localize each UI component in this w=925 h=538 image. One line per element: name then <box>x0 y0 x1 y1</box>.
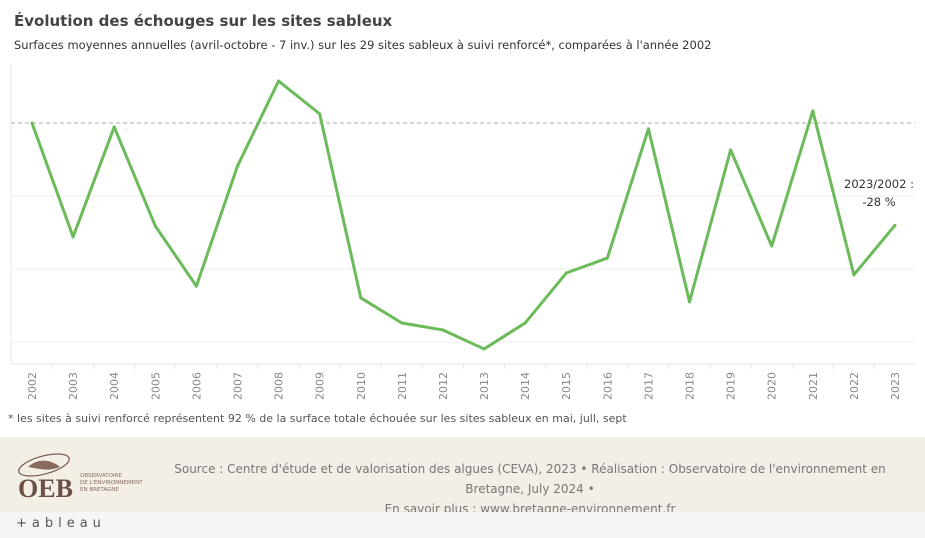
x-tick-label: 2007 <box>231 372 244 400</box>
x-tick-label: 2020 <box>766 372 779 400</box>
oeb-logo-icon: OEB OBSERVATOIRE DE L'ENVIRONNEMENT EN B… <box>18 453 143 503</box>
data-point <box>605 256 609 260</box>
data-point <box>523 321 527 325</box>
x-tick-label: 2017 <box>642 372 655 400</box>
x-tick-label: 2008 <box>273 372 286 400</box>
source-text: Source : Centre d'étude et de valorisati… <box>160 459 900 519</box>
x-tick-label: 2016 <box>601 372 614 400</box>
data-point <box>112 125 116 129</box>
data-point <box>400 321 404 325</box>
line-chart: 2002 2003 2004 2005 2006 2007 2008 2009 2010 2011… <box>10 64 915 400</box>
source-line-2: Bretagne, July 2024 • <box>465 482 595 496</box>
x-tick-label: 2006 <box>190 372 203 400</box>
data-point <box>194 284 198 288</box>
series-line <box>30 79 897 351</box>
svg-text:EN BRETAGNE: EN BRETAGNE <box>80 487 119 493</box>
x-tick-label: 2011 <box>396 372 409 400</box>
x-tick-label: 2010 <box>355 372 368 400</box>
data-point <box>30 121 34 125</box>
x-tick-label: 2018 <box>684 372 697 400</box>
data-point <box>688 300 692 304</box>
footnote: * les sites à suivi renforcé représenten… <box>8 412 627 425</box>
data-point <box>71 235 75 239</box>
data-point <box>235 164 239 168</box>
data-point <box>852 273 856 277</box>
data-point <box>646 127 650 131</box>
source-line-1: Source : Centre d'étude et de valorisati… <box>174 462 886 476</box>
x-tick-label: 2003 <box>67 372 80 400</box>
svg-text:OBSERVATOIRE: OBSERVATOIRE <box>80 473 122 479</box>
x-tick-label: 2012 <box>437 372 450 400</box>
tableau-logo[interactable]: +ableau <box>16 516 106 531</box>
data-point <box>441 328 445 332</box>
data-point <box>811 109 815 113</box>
annotation-value: -28 % <box>862 195 895 209</box>
oeb-logo[interactable]: OEB OBSERVATOIRE DE L'ENVIRONNEMENT EN B… <box>14 447 144 506</box>
tableau-bar: +ableau <box>0 512 925 538</box>
x-tick-label: 2014 <box>519 372 532 400</box>
data-point <box>277 79 281 83</box>
chart-subtitle: Surfaces moyennes annuelles (avril-octob… <box>14 38 712 52</box>
data-point <box>770 244 774 248</box>
data-point <box>893 223 897 227</box>
data-point <box>564 271 568 275</box>
x-tick-label: 2002 <box>26 372 39 400</box>
x-tick-label: 2004 <box>108 372 121 400</box>
data-point <box>359 296 363 300</box>
footer: OEB OBSERVATOIRE DE L'ENVIRONNEMENT EN B… <box>0 437 925 516</box>
x-tick-label: 2009 <box>314 372 327 400</box>
data-point <box>318 112 322 116</box>
x-tick-label: 2023 <box>889 372 902 400</box>
chart-title: Évolution des échouges sur les sites sab… <box>14 12 393 30</box>
data-point <box>153 224 157 228</box>
data-point <box>482 347 486 351</box>
x-tick-label: 2015 <box>560 372 573 400</box>
data-point <box>729 148 733 152</box>
x-tick-label: 2019 <box>725 372 738 400</box>
annotation-label: 2023/2002 : <box>844 177 914 191</box>
x-tick-label: 2022 <box>848 372 861 400</box>
svg-text:OEB: OEB <box>18 474 73 502</box>
x-tick-label: 2021 <box>807 372 820 400</box>
x-tick-label: 2013 <box>478 372 491 400</box>
svg-text:DE L'ENVIRONNEMENT: DE L'ENVIRONNEMENT <box>80 480 143 486</box>
x-tick-label: 2005 <box>149 372 162 400</box>
